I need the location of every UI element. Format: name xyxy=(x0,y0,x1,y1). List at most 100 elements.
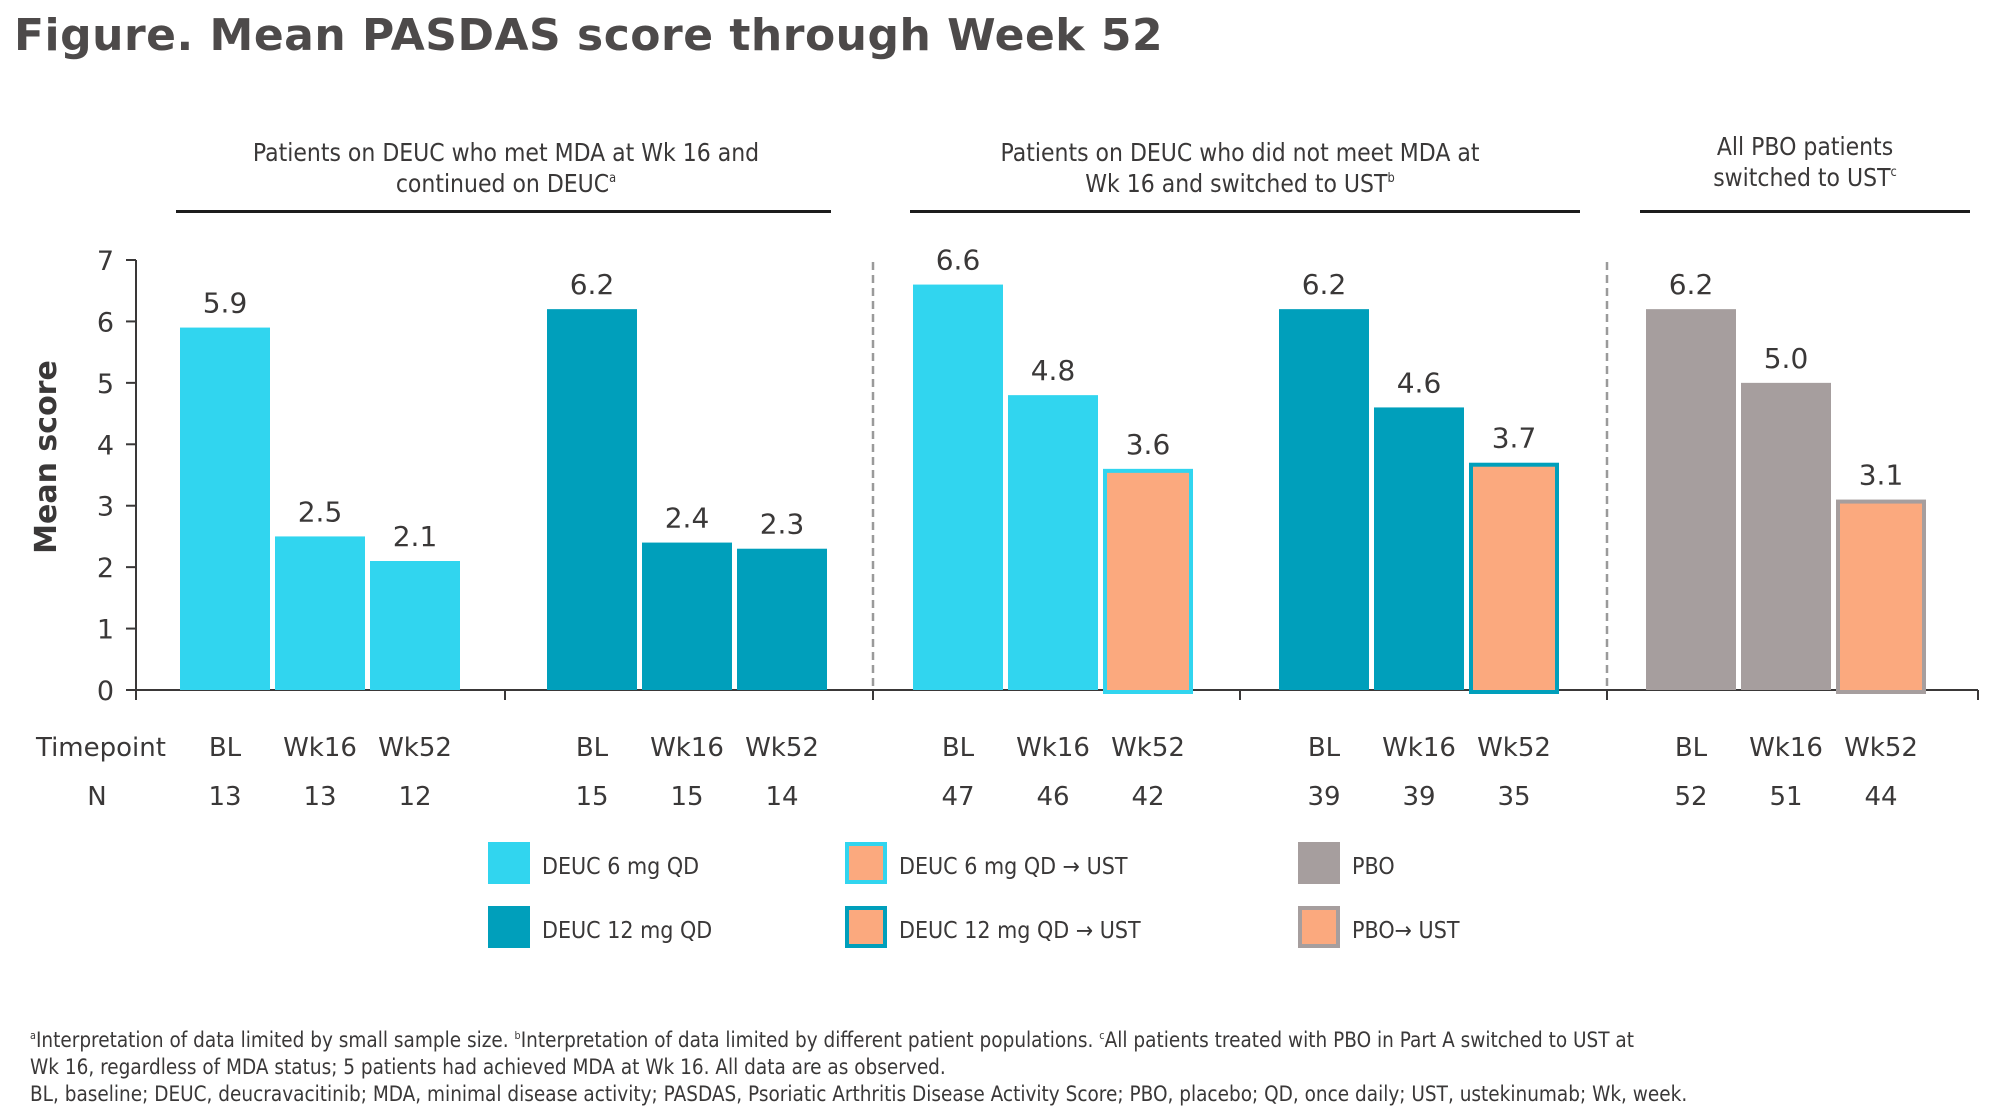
n-label: 35 xyxy=(1497,782,1530,812)
bar-bl xyxy=(1646,309,1736,690)
y-axis-title: Mean score xyxy=(29,360,64,554)
bar-value-label: 6.2 xyxy=(1302,268,1347,301)
panel-title-line2: continued on DEUCa xyxy=(395,169,617,198)
bar-wk52 xyxy=(1103,468,1193,694)
timepoint-label: Wk16 xyxy=(283,733,357,763)
legend-label: DEUC 6 mg QD → UST xyxy=(899,854,1128,880)
timepoint-label: Wk52 xyxy=(1111,733,1185,763)
timepoint-label: Wk16 xyxy=(1016,733,1090,763)
timepoint-label: BL xyxy=(1308,733,1341,763)
bar-wk16 xyxy=(1741,382,1831,690)
bar-value-label: 4.6 xyxy=(1397,366,1442,399)
n-label: 44 xyxy=(1864,782,1897,812)
n-label: 52 xyxy=(1674,782,1707,812)
timepoint-label: BL xyxy=(576,733,609,763)
timepoint-label: Wk16 xyxy=(650,733,724,763)
panel-title-line1: Patients on DEUC who did not meet MDA at xyxy=(1000,138,1480,167)
legend-label: DEUC 12 mg QD xyxy=(542,918,713,944)
bar-bl xyxy=(913,284,1003,690)
footnote-abbreviations: BL, baseline; DEUC, deucravacitinib; MDA… xyxy=(30,1082,1688,1106)
n-label: 13 xyxy=(303,782,336,812)
timepoint-label: Wk52 xyxy=(1844,733,1918,763)
bar-wk52 xyxy=(737,548,827,690)
legend-swatch-deuc12-ust xyxy=(845,906,887,948)
n-label: 51 xyxy=(1769,782,1802,812)
timepoint-label: BL xyxy=(942,733,975,763)
bar-wk52 xyxy=(370,561,460,690)
timepoint-label: BL xyxy=(209,733,242,763)
y-axis: 0 1 2 3 4 5 6 7 xyxy=(97,246,137,707)
panel-rule-not-met-mda xyxy=(910,210,1580,213)
footnotes: aInterpretation of data limited by small… xyxy=(30,1027,1990,1108)
legend-label: DEUC 6 mg QD xyxy=(542,854,700,880)
y-tick-label: 2 xyxy=(97,553,114,584)
panel-title-line1: Patients on DEUC who met MDA at Wk 16 an… xyxy=(252,138,760,167)
bar-wk16 xyxy=(275,536,365,690)
legend-swatch-deuc6-ust xyxy=(845,842,887,884)
panel-title-met-mda: Patients on DEUC who met MDA at Wk 16 an… xyxy=(216,137,797,199)
n-label: 39 xyxy=(1307,782,1340,812)
n-label: 13 xyxy=(208,782,241,812)
timepoint-label: Wk52 xyxy=(745,733,819,763)
category-labels: BL 13 Wk16 13 Wk52 12 BL 15 Wk16 15 Wk52 14 BL 47 Wk16… xyxy=(208,733,1917,812)
bar-wk52 xyxy=(1469,462,1559,695)
panel-rule-met-mda xyxy=(176,210,831,213)
bar-value-label: 3.6 xyxy=(1126,428,1171,461)
legend-label: PBO xyxy=(1352,854,1395,880)
timepoint-label: Wk16 xyxy=(1382,733,1456,763)
y-tick-label: 3 xyxy=(97,492,114,523)
bar-bl xyxy=(547,309,637,690)
n-label: 12 xyxy=(398,782,431,812)
y-tick-label: 7 xyxy=(97,246,114,277)
n-label: 15 xyxy=(670,782,703,812)
bar-value-label: 2.3 xyxy=(760,508,805,541)
panel-title-not-met-mda: Patients on DEUC who did not meet MDA at… xyxy=(950,137,1531,199)
bar-wk52 xyxy=(1836,499,1926,695)
legend-swatch-pbo-ust xyxy=(1298,906,1340,948)
bar-value-label: 2.4 xyxy=(665,502,710,535)
timepoint-label: Wk52 xyxy=(1477,733,1551,763)
bar-bl xyxy=(1279,309,1369,690)
footnote-line-2: Wk 16, regardless of MDA status; 5 patie… xyxy=(30,1055,946,1079)
legend-swatch-deuc12 xyxy=(488,906,530,948)
n-label: 39 xyxy=(1402,782,1435,812)
y-tick-label: 4 xyxy=(97,430,114,461)
n-label: 46 xyxy=(1036,782,1069,812)
timepoint-label: Wk52 xyxy=(378,733,452,763)
bar-wk16 xyxy=(1008,395,1098,690)
bar-wk16 xyxy=(1374,407,1464,690)
bar-wk16 xyxy=(642,542,732,690)
panel-title-line2: switched to USTc xyxy=(1713,163,1897,192)
bar-value-label: 2.1 xyxy=(393,520,438,553)
n-label: 14 xyxy=(765,782,798,812)
bar-value-label: 5.9 xyxy=(203,287,248,320)
n-row-label: N xyxy=(87,782,106,812)
panel-rule-pbo xyxy=(1640,210,1970,213)
legend-label: DEUC 12 mg QD → UST xyxy=(899,918,1141,944)
bar-value-label: 3.1 xyxy=(1859,459,1904,492)
bar-value-label: 3.7 xyxy=(1492,422,1537,455)
panel-title-line2: Wk 16 and switched to USTb xyxy=(1085,169,1395,198)
n-label: 47 xyxy=(941,782,974,812)
n-label: 15 xyxy=(575,782,608,812)
y-tick-label: 0 xyxy=(97,676,114,707)
bars xyxy=(180,284,1926,695)
n-label: 42 xyxy=(1131,782,1164,812)
bar-value-label: 2.5 xyxy=(298,495,343,528)
panel-title-line1: All PBO patients xyxy=(1716,132,1894,161)
bar-value-labels: 5.9 2.5 2.1 6.2 2.4 2.3 6.6 4.8 3.6 6.2 4.6 3.7 6.2 5… xyxy=(203,244,1904,553)
y-tick-label: 5 xyxy=(97,369,114,400)
x-axis xyxy=(126,689,1979,700)
bar-value-label: 5.0 xyxy=(1764,342,1809,375)
y-tick-label: 1 xyxy=(97,615,114,646)
footnote-line-1: aInterpretation of data limited by small… xyxy=(30,1028,1635,1052)
bar-value-label: 6.2 xyxy=(570,268,615,301)
timepoint-row-label: Timepoint xyxy=(35,733,166,763)
timepoint-label: Wk16 xyxy=(1749,733,1823,763)
panel-dividers xyxy=(871,262,1609,690)
panel-title-pbo: All PBO patients switched to USTc xyxy=(1660,131,1950,193)
bar-bl xyxy=(180,327,270,690)
bar-value-label: 6.6 xyxy=(936,244,981,277)
legend-label: PBO→ UST xyxy=(1352,918,1460,944)
